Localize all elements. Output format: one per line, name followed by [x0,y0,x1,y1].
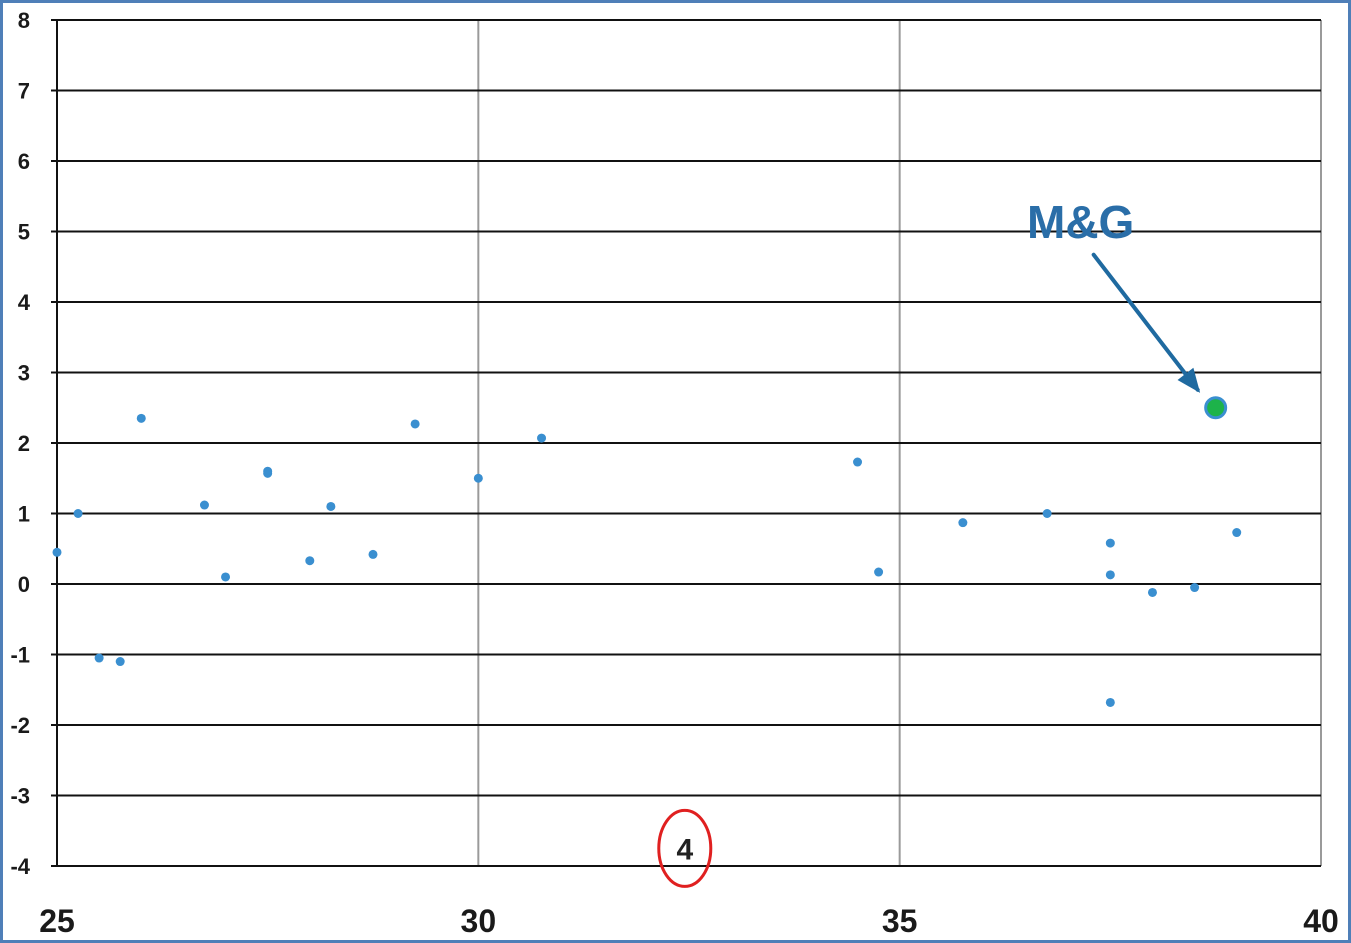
y-tick-label-8: 8 [18,8,30,33]
x-tick-label-40: 40 [1303,903,1339,939]
data-point-0-24 [1232,528,1242,538]
x-axis-ticks: 25 30 35 40 [39,903,1339,939]
data-point-0-17 [958,518,968,528]
callout-label: M&G [1027,196,1134,248]
highlight-group: M&G [1027,196,1228,420]
y-tick-label--1: -1 [10,643,30,668]
data-point-0-19 [1105,538,1115,548]
data-point-0-0 [52,547,62,557]
x-tick-label-35: 35 [882,903,918,939]
annotation-marker: 4 [657,808,713,888]
data-point-0-11 [368,549,378,559]
y-axis-ticks: 8 7 6 5 4 3 2 1 0 -1 -2 -3 -4 [10,8,30,879]
data-point-0-4 [136,413,146,423]
y-tick-label-0: 0 [18,572,30,597]
data-point-0-16 [874,567,884,577]
data-point-0-22 [1147,587,1157,597]
x-tick-label-25: 25 [39,903,75,939]
callout-arrowhead [1177,367,1201,393]
y-tick-label-1: 1 [18,502,30,527]
data-point-0-23 [1190,583,1200,593]
data-point-0-2 [94,653,104,663]
data-points [52,413,1242,707]
callout-arrow [1091,252,1200,392]
data-point-0-5 [199,500,209,510]
data-point-0-12 [410,419,420,429]
data-point-0-6 [221,572,231,582]
data-point-0-10 [326,501,336,511]
data-point-0-20 [1105,570,1115,580]
marker-text: 4 [676,833,693,866]
data-point-0-18 [1042,509,1052,518]
y-tick-label-2: 2 [18,431,30,456]
y-tick-label-4: 4 [18,290,31,315]
marker-circle [657,808,713,888]
y-tick-label--4: -4 [10,854,30,879]
y-tick-label-3: 3 [18,361,30,386]
y-tick-label-5: 5 [18,220,30,245]
y-tick-label-7: 7 [18,79,30,104]
data-point-0-9 [305,556,315,566]
data-point-0-14 [537,433,547,443]
y-tick-label-6: 6 [18,149,30,174]
data-point-0-21 [1105,697,1115,707]
data-point-0-15 [853,457,863,467]
data-point-0-13 [473,473,483,483]
data-point-0-1 [73,509,83,518]
y-tick-label--2: -2 [10,713,30,738]
x-tick-label-30: 30 [461,903,497,939]
y-tick-label--3: -3 [10,784,30,809]
data-point-0-8 [263,468,273,478]
horizontal-gridlines [51,19,1321,867]
highlighted-point-mg [1204,396,1228,420]
data-point-0-3 [115,657,125,667]
